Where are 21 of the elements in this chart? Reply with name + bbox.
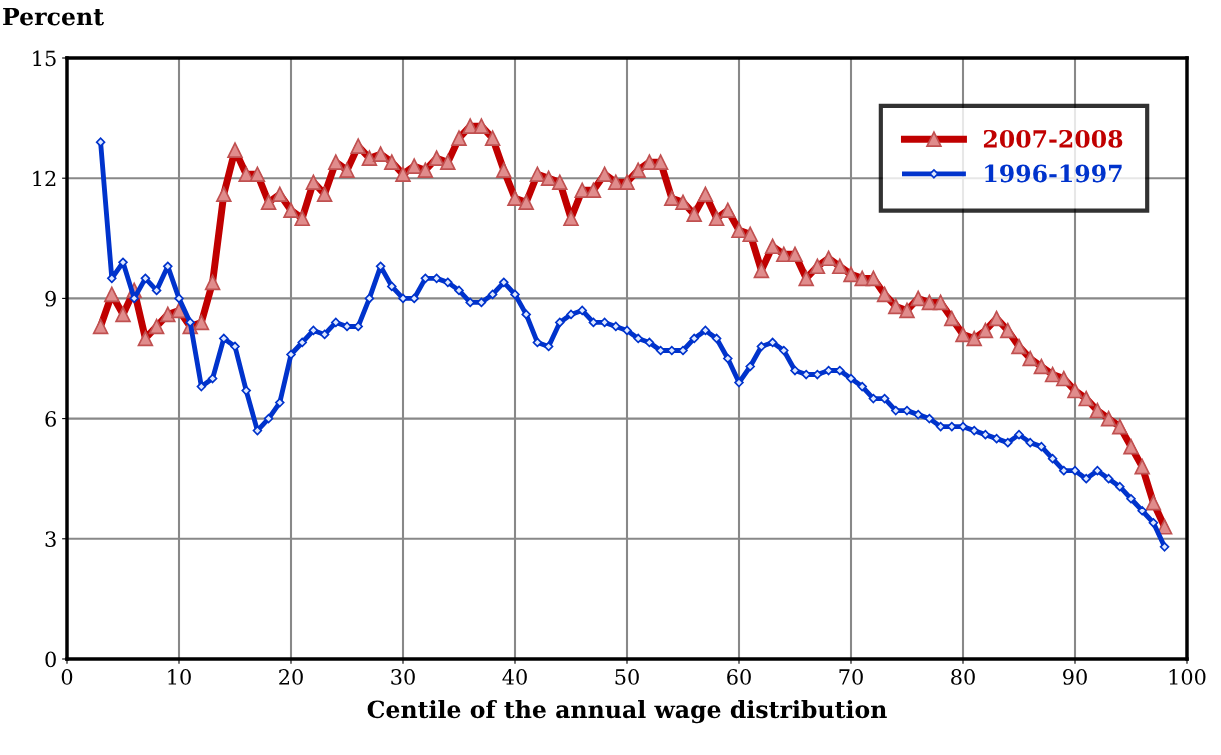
x-tick-label: 20 xyxy=(279,669,303,685)
x-tick-label: 0 xyxy=(61,669,73,685)
x-tick-label: 80 xyxy=(951,669,975,685)
x-tick-label: 70 xyxy=(839,669,863,685)
x-axis-title: Centile of the annual wage distribution xyxy=(367,700,887,724)
x-tick-label: 50 xyxy=(615,669,639,685)
y-tick-label: 12 xyxy=(33,170,56,187)
legend-label: 1996-1997 xyxy=(985,164,1122,183)
legend-label: 2007-2008 xyxy=(983,129,1123,148)
y-tick-label: 15 xyxy=(33,50,56,67)
x-tick-label: 40 xyxy=(502,669,527,685)
x-tick-label: 10 xyxy=(168,669,191,685)
x-tick-label: 30 xyxy=(391,669,415,685)
x-tick-label: 90 xyxy=(1063,669,1087,685)
y-axis-title: Percent xyxy=(3,7,104,26)
y-tick-label: 3 xyxy=(45,531,56,548)
x-tick-label: 60 xyxy=(727,669,751,685)
y-tick-label: 9 xyxy=(45,290,56,307)
x-tick-label: 100 xyxy=(1169,669,1206,685)
y-tick-label: 6 xyxy=(45,411,56,427)
y-tick-label: 0 xyxy=(45,651,56,668)
